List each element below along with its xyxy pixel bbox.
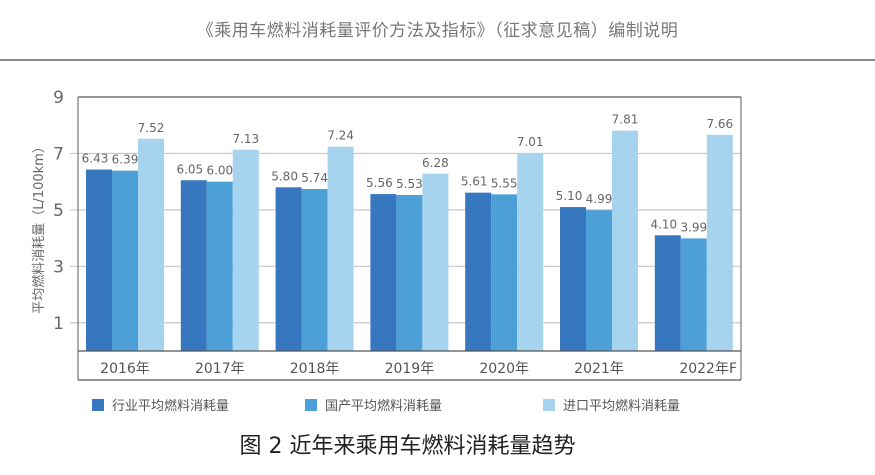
legend-label: 进口平均燃料消耗量: [563, 398, 680, 414]
bar: [491, 194, 518, 351]
x-tick-label: 2020年: [479, 361, 529, 377]
bar-chart: 6.43 6.39 7.52 6.05 6.00 7.13 5.80 5.74 7.24 5.56…: [31, 88, 742, 414]
bar: [654, 235, 681, 351]
legend-swatch: [92, 399, 104, 411]
bar-value-label: 5.61: [461, 175, 488, 189]
bar-value-label: 6.39: [112, 153, 139, 167]
bar: [180, 180, 207, 351]
figure-caption: 图 2 近年来乘用车燃料消耗量趋势: [0, 428, 875, 460]
bar-value-label: 3.99: [680, 220, 707, 234]
y-axis-ticks: 1 3 5 7 9: [53, 88, 64, 334]
bar: [706, 134, 733, 351]
bar-value-label: 6.05: [176, 162, 203, 176]
bar-value-label: 7.24: [327, 129, 354, 143]
bar: [422, 173, 449, 351]
bar-value-label: 5.74: [301, 171, 328, 185]
bar: [327, 146, 354, 351]
document-header-title: 《乘用车燃料消耗量评价方法及指标》（征求意见稿）编制说明: [196, 21, 679, 41]
bar: [301, 189, 328, 351]
x-tick-label: 2022年F: [679, 361, 737, 377]
bar-value-label: 7.81: [612, 113, 639, 127]
x-tick-label: 2018年: [290, 361, 340, 377]
bar-value-label: 5.10: [556, 189, 583, 203]
x-tick-label: 2019年: [385, 361, 435, 377]
y-tick-label: 3: [53, 257, 64, 277]
legend: 行业平均燃料消耗量 国产平均燃料消耗量 进口平均燃料消耗量: [92, 398, 680, 414]
bar: [86, 169, 112, 351]
bar-value-label: 6.00: [206, 164, 233, 178]
y-axis-label: 平均燃料消耗量（L/100km）: [31, 140, 47, 314]
bar: [138, 138, 164, 351]
y-tick-label: 9: [53, 88, 64, 108]
bar-value-label: 5.53: [396, 177, 423, 191]
header-divider: [0, 59, 875, 61]
bar-value-label: 7.66: [706, 117, 733, 131]
bar: [465, 192, 492, 351]
bar-value-label: 7.52: [138, 121, 165, 135]
bar: [232, 149, 259, 351]
bar: [275, 187, 302, 351]
bar-value-label: 4.10: [650, 217, 677, 231]
bar-value-label: 4.99: [586, 192, 613, 206]
x-tick-label: 2016年: [100, 361, 150, 377]
y-tick-label: 1: [53, 314, 64, 334]
bar: [680, 238, 707, 351]
data-labels: 6.43 6.39 7.52 6.05 6.00 7.13 5.80 5.74 7.24 5.56…: [82, 113, 734, 235]
y-tick-label: 7: [53, 144, 64, 164]
bar: [612, 130, 638, 351]
legend-swatch: [543, 399, 555, 411]
bar-value-label: 6.28: [422, 156, 449, 170]
plot-frame: [77, 96, 742, 381]
bar: [586, 210, 612, 351]
y-tick-label: 5: [53, 201, 64, 221]
x-tick-label: 2021年: [574, 361, 624, 377]
bar-value-label: 7.01: [517, 135, 544, 149]
bars: [86, 130, 733, 351]
bar-value-label: 5.55: [491, 176, 518, 190]
bar: [396, 194, 423, 351]
x-axis-labels: 2016年 2017年 2018年 2019年 2020年 2021年 2022年F: [100, 361, 737, 377]
bar: [517, 153, 544, 351]
legend-label: 国产平均燃料消耗量: [325, 398, 442, 414]
bar-value-label: 6.43: [82, 152, 109, 166]
bar: [206, 181, 233, 351]
legend-label: 行业平均燃料消耗量: [112, 398, 229, 414]
bar-value-label: 5.80: [271, 169, 298, 183]
x-tick-label: 2017年: [195, 361, 245, 377]
bar: [560, 207, 586, 351]
figure-caption-text: 图 2 近年来乘用车燃料消耗量趋势: [239, 434, 576, 459]
bar-value-label: 5.56: [366, 176, 393, 190]
legend-swatch: [305, 399, 317, 411]
bar: [370, 194, 397, 351]
bar: [112, 170, 138, 351]
bar-value-label: 7.13: [232, 132, 259, 146]
